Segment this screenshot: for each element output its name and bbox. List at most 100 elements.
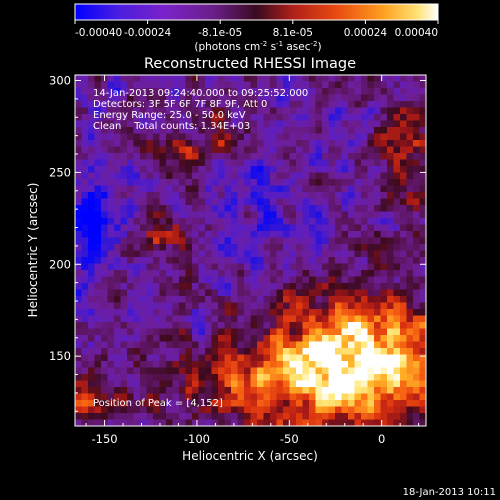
heatmap-cell [153, 172, 160, 180]
heatmap-cell [127, 276, 134, 284]
heatmap-cell [211, 101, 219, 108]
heatmap-cell [218, 146, 225, 154]
heatmap-cell [263, 120, 271, 128]
heatmap-cell [218, 237, 225, 245]
heatmap-cell [81, 341, 89, 349]
heatmap-cell [179, 75, 186, 82]
heatmap-cell [231, 101, 238, 108]
heatmap-cell [107, 413, 115, 420]
heatmap-cell [270, 237, 277, 245]
heatmap-cell [263, 348, 271, 355]
heatmap-cell [283, 270, 290, 277]
heatmap-cell [166, 179, 173, 186]
heatmap-cell [335, 419, 342, 426]
heatmap-cell [361, 192, 368, 199]
heatmap-cell [270, 244, 277, 251]
heatmap-cell [315, 224, 323, 232]
heatmap-cell [387, 75, 394, 82]
heatmap-cell [393, 120, 401, 128]
heatmap-cell [192, 198, 199, 206]
heatmap-cell [81, 322, 89, 329]
heatmap-cell [153, 127, 160, 134]
heatmap-cell [387, 322, 394, 329]
heatmap-cell [107, 153, 115, 160]
heatmap-cell [387, 211, 394, 219]
heatmap-cell [263, 224, 271, 232]
heatmap-cell [101, 328, 108, 336]
heatmap-cell [289, 419, 297, 426]
heatmap-cell [107, 374, 115, 381]
heatmap-cell [75, 107, 82, 115]
heatmap-cell [413, 276, 420, 284]
heatmap-cell [257, 348, 264, 355]
heatmap-cell [263, 153, 271, 160]
heatmap-cell [387, 133, 394, 141]
heatmap-cell [192, 387, 199, 394]
heatmap-cell [114, 120, 121, 128]
heatmap-cell [198, 302, 206, 310]
heatmap-cell [101, 198, 108, 206]
heatmap-cell [224, 140, 232, 147]
heatmap-cell [192, 367, 199, 375]
heatmap-cell [153, 75, 160, 82]
heatmap-cell [133, 75, 141, 82]
heatmap-cell [263, 231, 271, 238]
heatmap-cell [133, 166, 141, 173]
heatmap-cell [413, 192, 420, 199]
heatmap-cell [400, 94, 407, 102]
heatmap-cell [140, 231, 147, 238]
heatmap-cell [166, 354, 173, 362]
heatmap-cell [205, 328, 212, 336]
heatmap-cell [315, 94, 323, 102]
heatmap-cell [114, 419, 121, 426]
heatmap-cell [393, 133, 401, 141]
heatmap-cell [172, 367, 180, 375]
heatmap-cell [140, 413, 147, 420]
heatmap-cell [374, 146, 381, 154]
heatmap-cell [328, 400, 336, 407]
heatmap-cell [244, 263, 251, 271]
heatmap-cell [367, 367, 375, 375]
heatmap-cell [276, 276, 284, 284]
heatmap-cell [146, 296, 154, 303]
heatmap-cell [400, 302, 407, 310]
heatmap-cell [192, 81, 199, 89]
heatmap-cell [341, 127, 349, 134]
heatmap-cell [198, 283, 206, 290]
heatmap-cell [218, 250, 225, 258]
heatmap-cell [276, 133, 284, 141]
heatmap-cell [94, 153, 102, 160]
heatmap-cell [257, 270, 264, 277]
heatmap-cell [211, 315, 219, 323]
heatmap-cell [257, 361, 264, 368]
heatmap-cell [81, 185, 89, 193]
heatmap-cell [400, 335, 407, 342]
heatmap-cell [302, 276, 310, 284]
heatmap-cell [361, 296, 368, 303]
annotations: 14-Jan-2013 09:24:40.000 to 09:25:52.000… [93, 88, 308, 409]
heatmap-cell [101, 289, 108, 297]
heatmap-cell [393, 367, 401, 375]
heatmap-cell [270, 179, 277, 186]
heatmap-cell [172, 166, 180, 173]
heatmap-cell [101, 140, 108, 147]
heatmap-cell [146, 120, 154, 128]
heatmap-cell [257, 406, 264, 414]
heatmap-cell [296, 335, 303, 342]
heatmap-cell [75, 81, 82, 89]
heatmap-cell [335, 335, 342, 342]
heatmap-cell [393, 127, 401, 134]
heatmap-cell [133, 400, 141, 407]
heatmap-cell [127, 153, 134, 160]
heatmap-cell [211, 231, 219, 238]
heatmap-cell [198, 367, 206, 375]
heatmap-cell [224, 341, 232, 349]
heatmap-cell [393, 380, 401, 388]
heatmap-cell [419, 244, 426, 251]
heatmap-cell [296, 296, 303, 303]
heatmap-cell [101, 107, 108, 115]
heatmap-cell [374, 341, 381, 349]
heatmap-cell [283, 192, 290, 199]
heatmap-cell [81, 114, 89, 121]
heatmap-cell [107, 341, 115, 349]
